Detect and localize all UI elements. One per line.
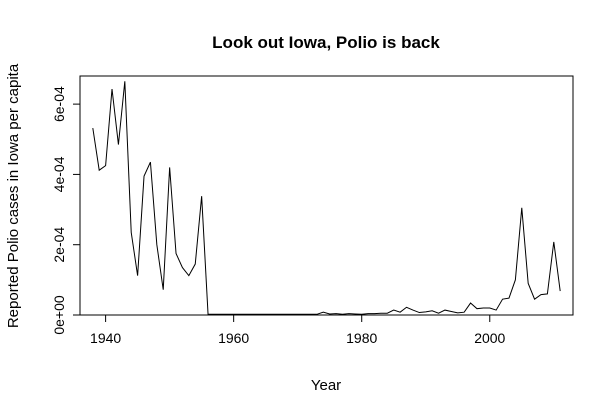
x-axis-label: Year: [311, 377, 341, 394]
series-line: [92, 81, 561, 315]
x-tick-label: 2000: [474, 330, 505, 346]
y-tick-label: 0e+00: [51, 295, 67, 335]
plot-frame: [79, 75, 574, 316]
y-axis: 0e+00 2e-04 4e-04 6e-04: [51, 86, 81, 335]
y-tick-label: 2e-04: [51, 227, 67, 263]
chart-title: Look out Iowa, Polio is back: [212, 33, 440, 52]
y-axis-label: Reported Polio cases in Iowa per capita: [5, 63, 22, 328]
y-tick-label: 4e-04: [51, 156, 67, 192]
y-tick-label: 6e-04: [51, 86, 67, 122]
x-tick-label: 1980: [346, 330, 377, 346]
x-axis: 1940 1960 1980 2000: [90, 314, 506, 346]
x-tick-label: 1960: [218, 330, 249, 346]
x-tick-label: 1940: [90, 330, 121, 346]
